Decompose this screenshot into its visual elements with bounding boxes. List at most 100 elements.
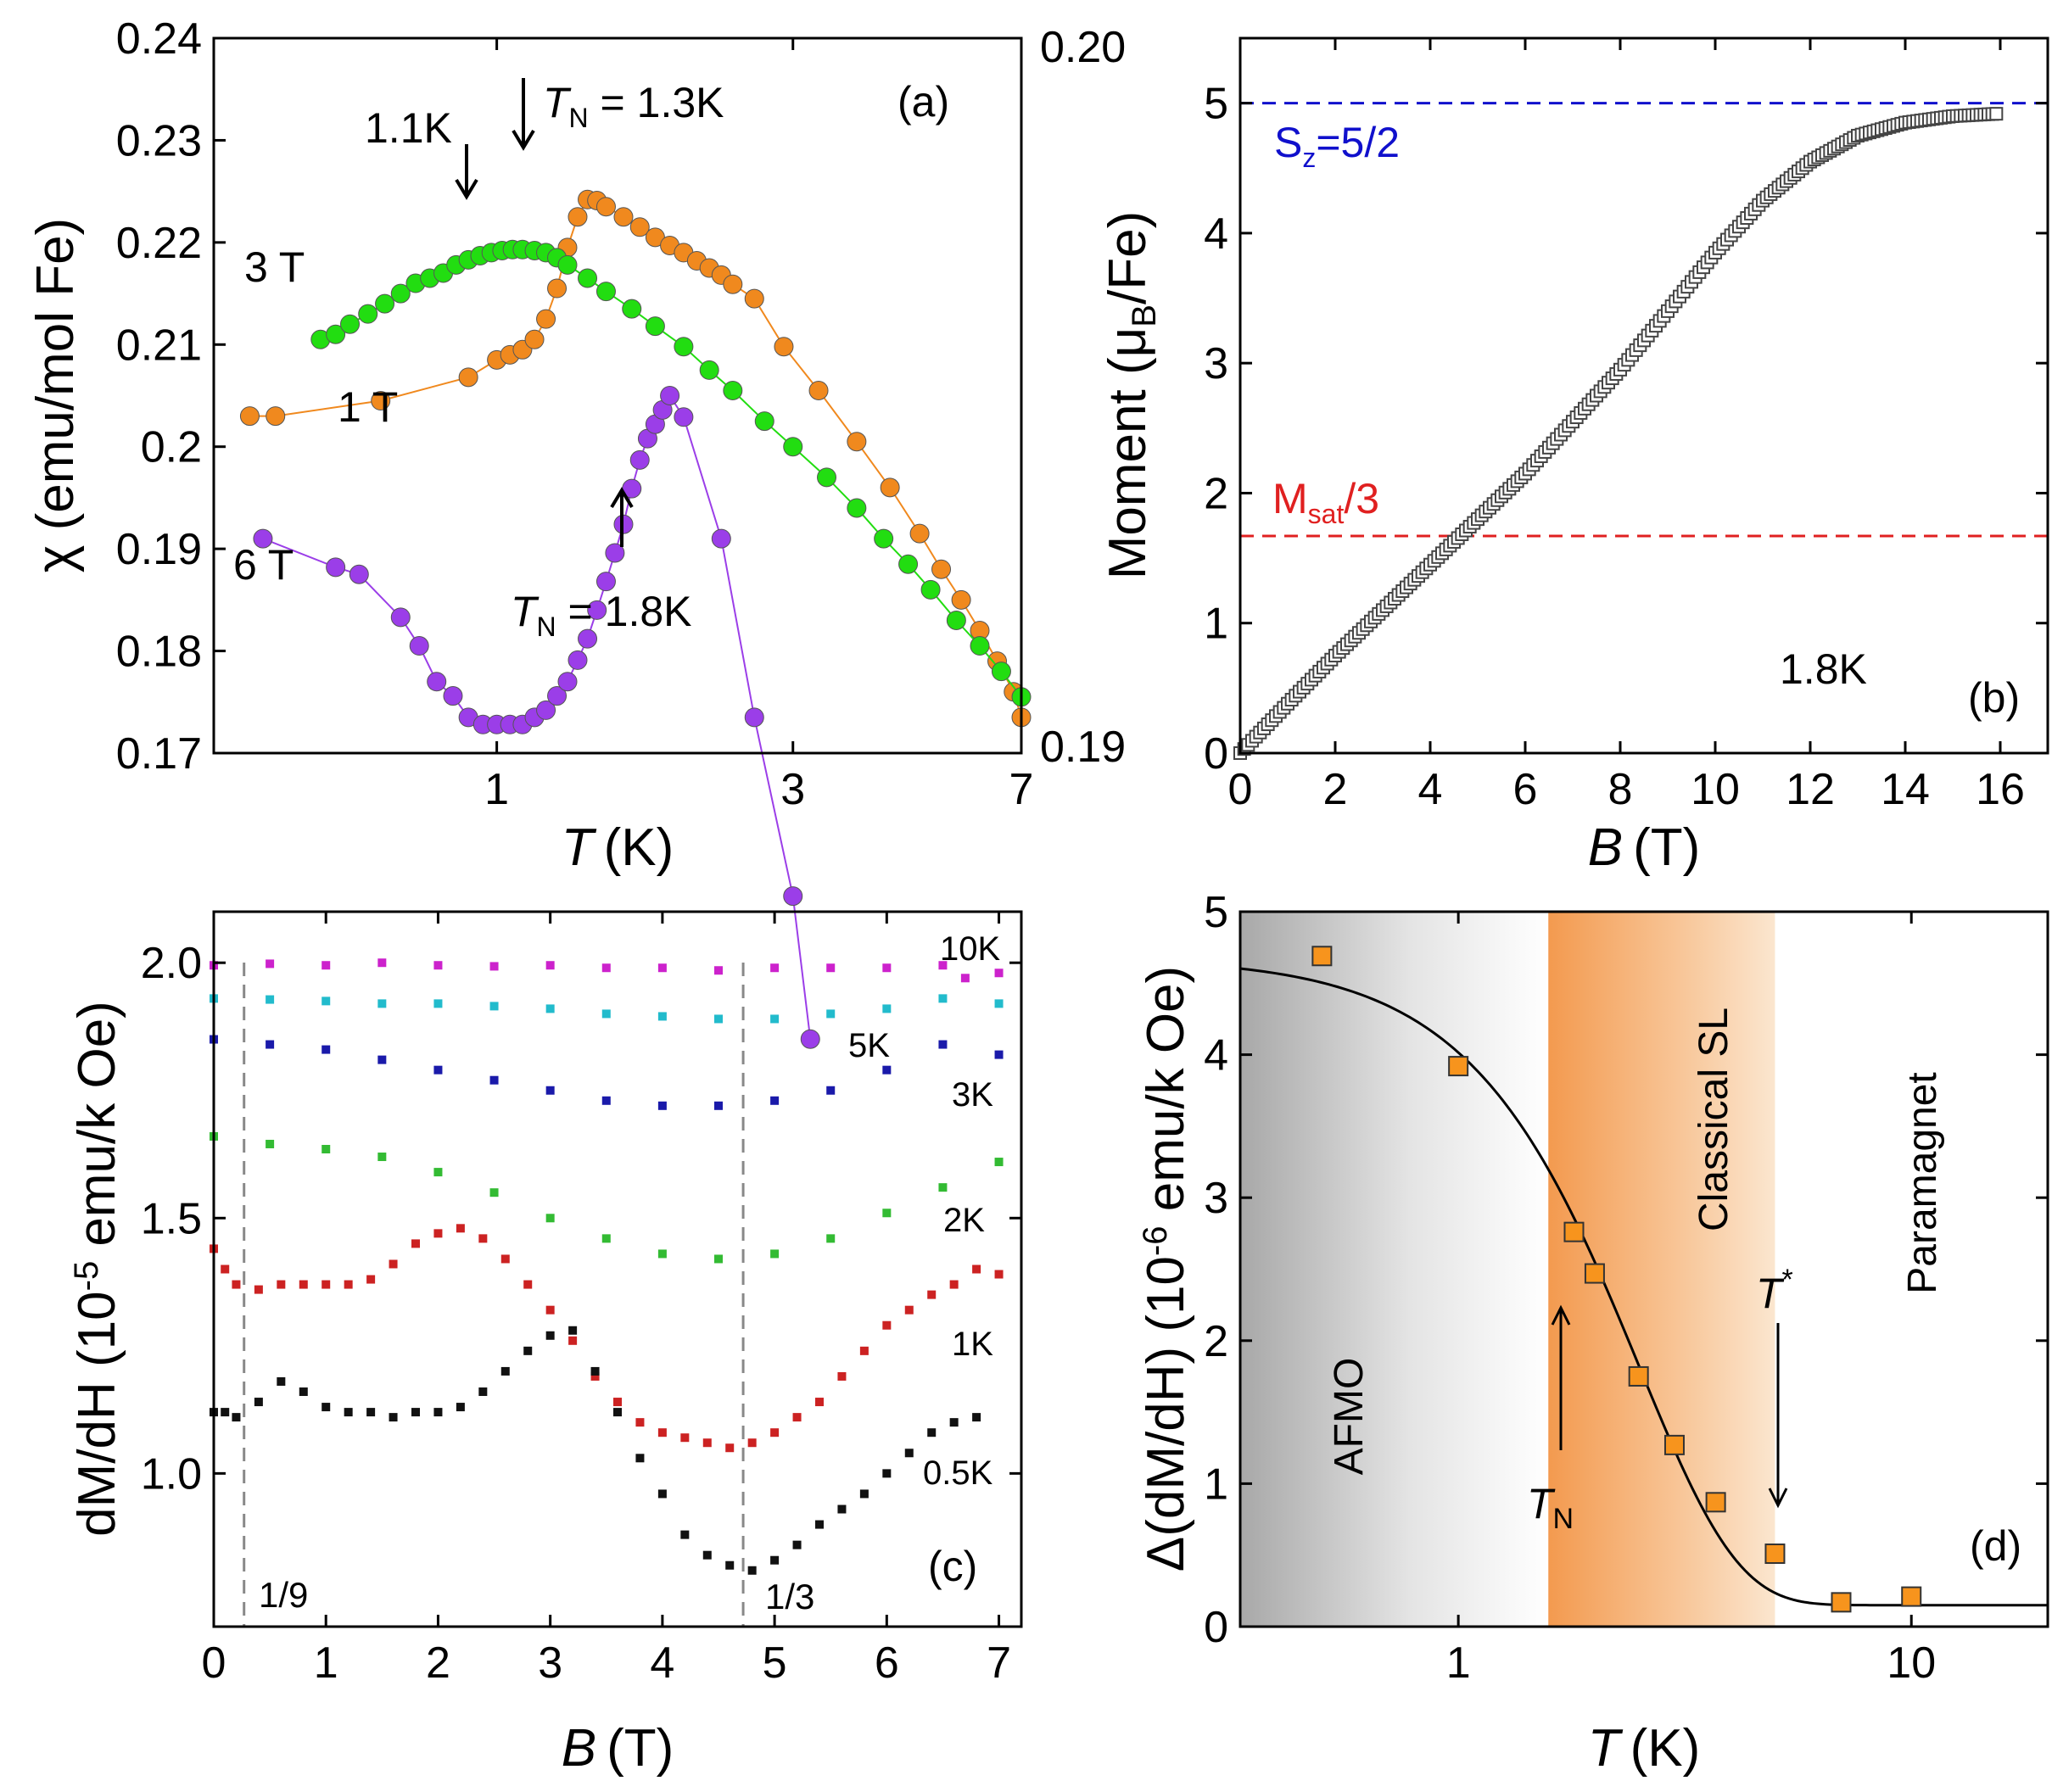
series-6t-point [557, 672, 578, 692]
series-10k-point [657, 963, 667, 973]
b-ytick-label: 2 [1204, 469, 1228, 518]
c-ytick-label: 1.0 [141, 1449, 202, 1499]
series-1k-point [456, 1224, 465, 1233]
series-0-5k-point [770, 1555, 780, 1565]
series-1k-point [792, 1413, 802, 1422]
b-xtick-label: 4 [1418, 765, 1443, 814]
series-6t-point [800, 1029, 820, 1049]
b-xtick-label: 10 [1691, 765, 1740, 814]
a-ytick-label: 0.21 [116, 321, 202, 370]
label-3t: 3 T [244, 243, 305, 291]
panel-a-frame [212, 36, 1023, 755]
series-3t-point [970, 636, 990, 656]
label-1k: 1K [952, 1326, 993, 1363]
arrow-tn-1-3k [512, 78, 535, 151]
panel-c-xlabel: B (T) [562, 1719, 674, 1778]
panel-c-frame [212, 910, 1023, 1628]
region-afmo-label: AFMO [1327, 1358, 1372, 1476]
series-6t-point [349, 564, 369, 584]
d-ytick-label: 0 [1204, 1603, 1228, 1652]
series-5k-point [601, 1009, 611, 1019]
series-0-5k-point [747, 1566, 757, 1575]
series-0-5k-point [277, 1376, 286, 1386]
series-1k-point [949, 1280, 959, 1289]
d-ytick-label: 3 [1204, 1174, 1228, 1223]
series-1k-point [859, 1346, 869, 1355]
a-ytick-label: 0.19 [116, 525, 202, 574]
series-10k-point [826, 963, 836, 973]
a-ytick-label: 0.22 [116, 219, 202, 268]
b-ytick-label: 5 [1204, 80, 1228, 129]
panel-d-xlabel: T (K) [1588, 1719, 1701, 1778]
series-3k-point [770, 1096, 780, 1105]
series-1k-point [433, 1229, 443, 1238]
series-1t-point [239, 406, 260, 427]
panel-a-data [239, 189, 1032, 1049]
series-0-5k-point [680, 1530, 690, 1539]
series-1k-point [590, 1371, 600, 1381]
series-6t-point [568, 650, 588, 670]
d-ytick-label: 4 [1204, 1031, 1228, 1080]
panel-a-ylabel: χ (emu/mol Fe) [26, 218, 85, 572]
series-1t-point [951, 589, 971, 610]
series-6t-point [711, 528, 731, 549]
series-5k-point [433, 999, 443, 1008]
series-5k-point [938, 994, 948, 1003]
series-3k-point [657, 1101, 667, 1110]
panel-c-label: (c) [928, 1543, 977, 1590]
series-3t-point [326, 324, 346, 344]
b-xtick-label: 6 [1513, 765, 1538, 814]
panel-c-ticks: 0 1 2 3 4 5 6 7 1.0 1.5 2.0 [141, 912, 1021, 1688]
label-sz: Sz=5/2 [1274, 119, 1400, 173]
series-1k-point [815, 1398, 824, 1407]
delta-point [1901, 1586, 1922, 1607]
c-xtick-label: 1 [314, 1638, 338, 1688]
series-5k-point [882, 1004, 892, 1013]
label-2k: 2K [943, 1202, 985, 1239]
series-1k-point [321, 1280, 331, 1289]
series-3k-point [321, 1045, 331, 1054]
series-0-5k-point [389, 1413, 398, 1422]
label-tn-1-8k: TN = 1.8K [511, 588, 692, 642]
series-1t-point [774, 337, 794, 357]
series-0-5k-point [254, 1398, 263, 1407]
panel-d-data [1239, 946, 2048, 1613]
series-0-5k-point [433, 1408, 443, 1417]
series-1k-point [545, 1305, 555, 1315]
series-5k-point [489, 1002, 499, 1011]
series-5k-point [657, 1012, 667, 1021]
a-xtick-label: 7 [1009, 765, 1034, 814]
region-classical-sl [1548, 912, 1775, 1627]
series-1k-point [994, 1270, 1004, 1279]
series-2k-point [882, 1209, 892, 1218]
series-3t-point [754, 411, 774, 432]
series-1k-point [478, 1234, 488, 1243]
series-1k-point [389, 1259, 398, 1269]
label-1-1k: 1.1K [365, 104, 452, 152]
b-xtick-label: 0 [1228, 765, 1253, 814]
b-xtick-label: 2 [1323, 765, 1348, 814]
series-10k-point [545, 961, 555, 970]
series-1t-point [371, 391, 391, 411]
series-3t-point [898, 554, 919, 574]
series-1k-point [568, 1336, 578, 1345]
series-3k-point [545, 1086, 555, 1095]
series-6t-point [326, 557, 346, 578]
c-ytick-label: 2.0 [141, 939, 202, 988]
series-3t-point [557, 254, 578, 275]
series-3k-point [994, 1050, 1004, 1059]
series-3t-point [375, 293, 395, 314]
series-0-5k-point [927, 1428, 937, 1438]
series-0-5k-point [478, 1387, 488, 1397]
label-1-8k: 1.8K [1780, 645, 1867, 693]
series-5k-point [545, 1004, 555, 1013]
series-2k-point [938, 1183, 948, 1192]
panel-c-data [210, 958, 1004, 1627]
series-10k-point [770, 963, 780, 973]
c-xtick-label: 7 [987, 1638, 1011, 1688]
series-3t-point [817, 467, 837, 488]
series-1k-point [221, 1264, 230, 1274]
series-1k-point [702, 1438, 712, 1448]
